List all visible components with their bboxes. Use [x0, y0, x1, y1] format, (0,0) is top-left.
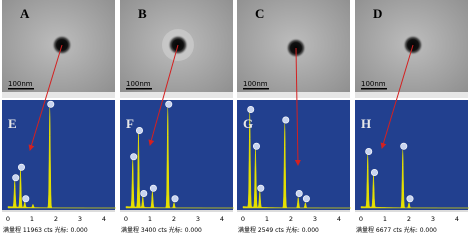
spectrum-bg — [237, 100, 350, 212]
spectrum-footer: 满量程 2549 cts 光标: 0.000 — [238, 226, 319, 234]
x-tick-label: 0 — [6, 215, 10, 223]
arrow — [28, 44, 63, 151]
spectrum-footer: 满量程 11963 cts 光标: 0.000 — [3, 226, 88, 234]
x-tick-label: 2 — [407, 215, 411, 223]
x-tick-label: 3 — [313, 215, 317, 223]
x-tick-label: 2 — [54, 215, 58, 223]
spectrum-label: E — [8, 116, 17, 131]
peak-marker — [22, 195, 30, 203]
scale-bar — [243, 88, 269, 90]
peak-marker — [171, 195, 179, 203]
status-bar — [2, 92, 115, 98]
x-tick-label: 4 — [455, 215, 459, 223]
x-tick-label: 1 — [265, 215, 269, 223]
arrow — [380, 44, 414, 149]
peak-marker — [365, 148, 373, 156]
spectrum-bg — [2, 100, 115, 212]
spectrum-label: F — [126, 116, 134, 131]
peak-marker — [140, 190, 148, 198]
spectrum-bg — [355, 100, 468, 212]
image-label: C — [255, 6, 264, 21]
x-tick-label: 0 — [359, 215, 363, 223]
status-bar — [120, 92, 233, 98]
panel: D 100nm H 0 1 2 3 4 满量程 6677 cts 光标: 0.000 — [355, 0, 470, 234]
peak-marker — [370, 169, 378, 177]
image-label: B — [138, 6, 147, 21]
x-tick-label: 2 — [172, 215, 176, 223]
x-tick-label: 3 — [196, 215, 200, 223]
x-tick-label: 3 — [78, 215, 82, 223]
spectrum-footer: 满量程 3400 cts 光标: 0.000 — [121, 226, 202, 234]
peak-marker — [282, 116, 290, 124]
scale-label: 100nm — [243, 80, 268, 88]
spectrum-label: G — [243, 116, 253, 131]
peak-marker — [149, 184, 157, 192]
peak-marker — [247, 106, 255, 114]
peak-marker — [302, 195, 310, 203]
status-bar — [237, 92, 350, 98]
x-tick-label: 1 — [148, 215, 152, 223]
peak-marker — [130, 153, 138, 161]
peak-marker — [252, 142, 260, 150]
peak-marker — [17, 163, 25, 171]
scale-bar — [126, 88, 152, 90]
arrow — [294, 47, 301, 166]
panel: B 100nm F 0 1 2 3 4 满量程 3400 cts 光标: 0.000 — [120, 0, 235, 234]
spectrum-footer: 满量程 6677 cts 光标: 0.000 — [356, 226, 437, 234]
spectrum-peaks — [360, 149, 470, 209]
peak-marker — [47, 100, 55, 108]
scale-label: 100nm — [8, 80, 33, 88]
axis-strip — [237, 210, 350, 212]
arrow — [148, 44, 179, 146]
peak-marker — [165, 100, 173, 108]
spectrum-peaks — [125, 107, 235, 209]
scale-bar — [361, 88, 387, 90]
axis-strip — [355, 210, 468, 212]
x-tick-label: 1 — [383, 215, 387, 223]
x-tick-label: 4 — [337, 215, 341, 223]
image-label: D — [373, 6, 382, 21]
scale-label: 100nm — [361, 80, 386, 88]
x-tick-label: 4 — [102, 215, 106, 223]
scale-label: 100nm — [126, 80, 151, 88]
spectrum-peaks — [242, 112, 352, 209]
peak-marker — [12, 174, 20, 182]
image-label: A — [20, 6, 30, 21]
x-tick-label: 4 — [220, 215, 224, 223]
x-tick-label: 1 — [30, 215, 34, 223]
status-bar — [355, 92, 468, 98]
panel: C 100nm G 0 1 2 3 4 满量程 2549 cts 光标: 0.000 — [237, 0, 352, 234]
x-tick-label: 2 — [289, 215, 293, 223]
peak-marker — [135, 127, 143, 135]
axis-strip — [120, 210, 233, 212]
peak-marker — [400, 142, 408, 150]
x-tick-label: 0 — [124, 215, 128, 223]
scale-bar — [8, 88, 34, 90]
peak-marker — [257, 184, 265, 192]
panel: A 100nm E 0 1 2 3 4 满量程 11963 cts 光标: 0.000 — [2, 0, 117, 234]
x-tick-label: 0 — [241, 215, 245, 223]
spectrum-peaks — [7, 107, 117, 209]
x-tick-label: 3 — [431, 215, 435, 223]
peak-marker — [406, 195, 414, 203]
axis-strip — [2, 210, 115, 212]
spectrum-label: H — [361, 116, 371, 131]
peak-marker — [295, 190, 303, 198]
